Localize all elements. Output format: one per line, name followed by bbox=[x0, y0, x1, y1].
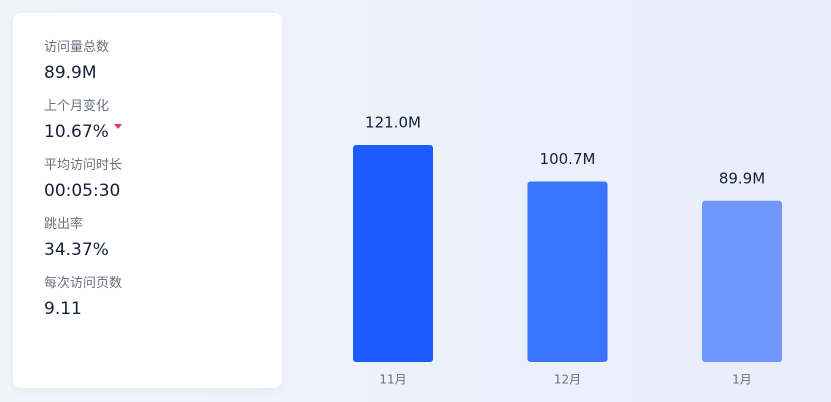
stat-value-text: 34.37% bbox=[44, 240, 109, 260]
stat-label: 跳出率 bbox=[44, 217, 84, 232]
stat-value: 89.9M bbox=[44, 61, 109, 85]
bar bbox=[702, 200, 782, 362]
bar bbox=[353, 145, 433, 362]
stat-value-text: 00:05:30 bbox=[44, 181, 121, 201]
x-tick-label: 1月 bbox=[732, 373, 752, 387]
stat-value-text: 10.67% bbox=[44, 122, 109, 142]
stats-card: 访问量总数 89.9M 上个月变化 10.67% 平均访问时长 00:05:30 跳出率 34… bbox=[13, 13, 282, 388]
stat-item: 跳出率 34.37% bbox=[44, 216, 109, 262]
stat-item: 每次访问页数 9.11 bbox=[44, 275, 122, 321]
stat-item: 访问量总数 89.9M bbox=[44, 39, 109, 85]
bar bbox=[527, 181, 608, 362]
stat-label: 上个月变化 bbox=[44, 99, 110, 114]
stat-value: 34.37% bbox=[44, 238, 109, 262]
trend-icon bbox=[113, 123, 122, 129]
stat-label: 访问量总数 bbox=[44, 40, 110, 55]
x-tick-label: 12月 bbox=[554, 373, 581, 387]
x-tick-label: 11月 bbox=[379, 373, 406, 387]
stat-label: 平均访问时长 bbox=[44, 158, 123, 173]
value-label: 121.0M bbox=[365, 114, 421, 132]
stat-item: 平均访问时长 00:05:30 bbox=[44, 157, 122, 203]
stat-value-text: 89.9M bbox=[44, 63, 97, 83]
stat-value: 10.67% bbox=[44, 120, 122, 144]
stat-label: 每次访问页数 bbox=[44, 276, 123, 291]
stat-value: 9.11 bbox=[44, 297, 122, 321]
stat-value-text: 9.11 bbox=[44, 299, 82, 319]
value-label: 89.9M bbox=[719, 169, 765, 187]
stat-value: 00:05:30 bbox=[44, 179, 122, 203]
stat-item: 上个月变化 10.67% bbox=[44, 98, 122, 144]
value-label: 100.7M bbox=[540, 150, 596, 168]
